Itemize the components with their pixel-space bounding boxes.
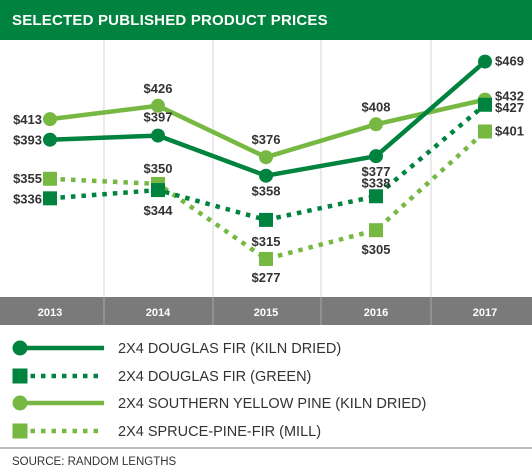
data-label: $397 xyxy=(144,110,173,125)
x-tick-label: 2017 xyxy=(473,307,497,319)
x-axis-band xyxy=(0,297,532,325)
data-point-marker xyxy=(369,117,383,132)
data-label: $355 xyxy=(13,171,42,186)
data-label: $315 xyxy=(252,234,281,249)
data-label: $305 xyxy=(362,242,391,257)
data-label: $358 xyxy=(252,184,281,199)
data-label: $413 xyxy=(13,112,42,127)
x-axis: 2013 2014 2015 2016 2017 xyxy=(0,297,532,325)
x-tick-label: 2014 xyxy=(146,307,171,319)
data-label: $393 xyxy=(13,133,42,148)
legend-label: 2X4 SOUTHERN YELLOW PINE (KILN DRIED) xyxy=(118,396,426,412)
data-point-marker xyxy=(259,168,273,183)
chart-title: SELECTED PUBLISHED PRODUCT PRICES xyxy=(12,12,328,29)
data-point-marker xyxy=(369,223,383,238)
title-bar xyxy=(0,0,532,40)
data-label: $336 xyxy=(13,191,42,206)
series-line xyxy=(49,129,487,262)
series-line xyxy=(49,103,487,223)
data-point-marker xyxy=(151,183,165,198)
data-point-marker xyxy=(43,171,57,186)
data-label: $469 xyxy=(495,54,524,69)
data-label: $338 xyxy=(362,175,391,190)
legend-label: 2X4 DOUGLAS FIR (KILN DRIED) xyxy=(118,341,341,357)
source-note: SOURCE: RANDOM LENGTHS xyxy=(12,456,177,468)
data-point-marker xyxy=(43,112,57,127)
data-point-marker xyxy=(259,212,273,227)
data-label: $377 xyxy=(362,164,391,179)
data-point-marker xyxy=(478,97,492,112)
series-layer xyxy=(43,54,492,266)
data-point-marker xyxy=(369,189,383,204)
legend-item: 2X4 DOUGLAS FIR (KILN DRIED) xyxy=(12,340,341,357)
data-point-marker xyxy=(478,54,492,69)
legend-label: 2X4 SPRUCE-PINE-FIR (MILL) xyxy=(118,424,321,440)
data-point-marker xyxy=(12,368,28,384)
data-point-marker xyxy=(43,191,57,206)
x-tick-label: 2016 xyxy=(364,307,388,319)
legend: 2X4 DOUGLAS FIR (KILN DRIED) 2X4 DOUGLAS … xyxy=(12,340,426,440)
data-point-marker xyxy=(12,423,28,439)
data-label: $426 xyxy=(144,81,173,96)
x-tick-label: 2013 xyxy=(38,307,62,319)
data-label: $401 xyxy=(495,123,524,138)
data-point-marker xyxy=(369,149,383,164)
legend-item: 2X4 DOUGLAS FIR (GREEN) xyxy=(12,368,311,385)
data-label: $427 xyxy=(495,100,524,115)
data-label: $277 xyxy=(252,270,281,285)
data-point-marker xyxy=(151,128,165,143)
legend-item: 2X4 SPRUCE-PINE-FIR (MILL) xyxy=(12,423,321,440)
data-label: $408 xyxy=(362,99,391,114)
data-point-marker xyxy=(151,98,165,113)
data-label-layer: $393 $397 $358 $377 $469 $336 $344 $315 $338 $427… xyxy=(13,54,524,285)
data-label: $432 xyxy=(495,89,524,104)
data-point-marker xyxy=(43,132,57,147)
data-point-marker xyxy=(259,251,273,266)
data-label: $344 xyxy=(144,203,174,218)
x-tick-label: 2015 xyxy=(254,307,278,319)
data-point-marker xyxy=(12,395,28,411)
data-label: $376 xyxy=(252,132,281,147)
legend-item: 2X4 SOUTHERN YELLOW PINE (KILN DRIED) xyxy=(12,395,426,412)
data-label: $350 xyxy=(144,161,173,176)
data-point-marker xyxy=(12,340,28,356)
data-point-marker xyxy=(259,150,273,165)
data-point-marker xyxy=(478,124,492,139)
legend-label: 2X4 DOUGLAS FIR (GREEN) xyxy=(118,369,311,385)
